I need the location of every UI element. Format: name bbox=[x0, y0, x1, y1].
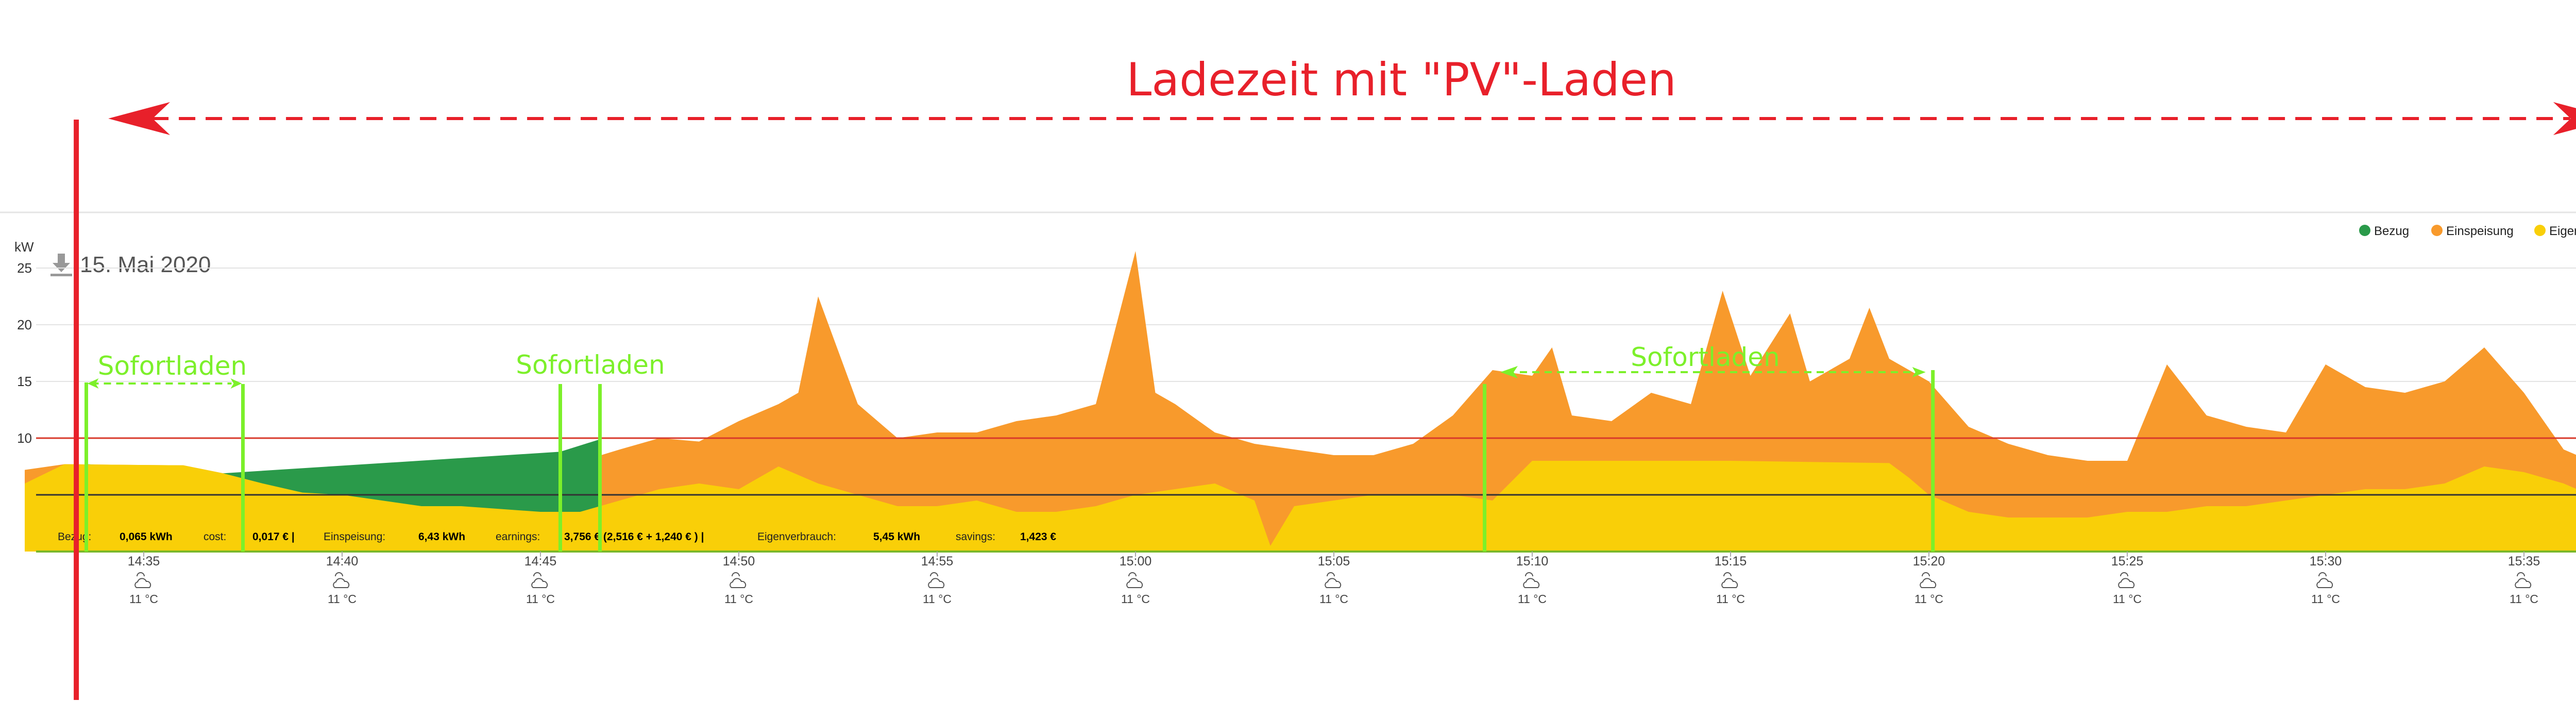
x-tick-label: 14:45 bbox=[524, 554, 557, 569]
summary-cost-value: 0,017 € | bbox=[252, 531, 295, 543]
plot-area bbox=[25, 251, 2576, 552]
weather-temperature: 11 °C bbox=[1319, 592, 1348, 606]
weather-temperature: 11 °C bbox=[1518, 592, 1547, 606]
legend-swatch-einspeisung bbox=[2431, 225, 2443, 236]
weather-temperature: 11 °C bbox=[1121, 592, 1150, 606]
weather-temperature: 11 °C bbox=[2311, 592, 2340, 606]
sofortladen-1-arrow-right bbox=[230, 378, 242, 389]
partly-cloudy-icon bbox=[2118, 572, 2135, 588]
pv-charge-arrow-left bbox=[108, 102, 171, 135]
partly-cloudy-icon bbox=[531, 572, 548, 588]
partly-cloudy-icon bbox=[730, 572, 747, 588]
legend-item-eigenverbrauch[interactable]: Eigenverbrauch bbox=[2534, 224, 2576, 238]
summary-savings-value: 1,423 € bbox=[1020, 531, 1056, 543]
legend-item-bezug[interactable]: Bezug bbox=[2359, 224, 2409, 238]
legend-item-einspeisung[interactable]: Einspeisung bbox=[2431, 224, 2514, 238]
summary-earnings-value: 3,756 € (2,516 € + 1,240 € ) | bbox=[564, 531, 704, 543]
summary-bezug-value: 0,065 kWh bbox=[120, 531, 173, 543]
x-tick-label: 14:55 bbox=[921, 554, 954, 569]
weather-temperature: 11 °C bbox=[129, 592, 158, 606]
partly-cloudy-icon bbox=[1523, 572, 1540, 588]
pv-charging-title: Ladezeit mit "PV"-Laden bbox=[1126, 53, 1676, 106]
legend-swatch-bezug bbox=[2359, 225, 2370, 236]
partly-cloudy-icon bbox=[928, 572, 945, 588]
weather-temperature: 11 °C bbox=[328, 592, 357, 606]
x-tick-label: 15:20 bbox=[1913, 554, 1945, 569]
chart-legend: Bezug Einspeisung Eigenverbrauch bbox=[2359, 224, 2576, 238]
charging-annotations: Sofortladen Sofortladen Sofortladen bbox=[74, 102, 2576, 700]
download-icon[interactable] bbox=[46, 253, 77, 277]
summary-einspeisung-label: Einspeisung: bbox=[324, 531, 385, 543]
sofortladen-3-arrow-left bbox=[1500, 366, 1518, 378]
summary-eigenverbrauch-value: 5,45 kWh bbox=[873, 531, 920, 543]
summary-cost-label: cost: bbox=[204, 531, 226, 543]
legend-swatch-eigenverbrauch bbox=[2534, 225, 2546, 236]
summary-earnings-label: earnings: bbox=[496, 531, 540, 543]
y-tick-label: 20 bbox=[17, 317, 32, 332]
sofortladen-1-arrow-left bbox=[87, 378, 99, 389]
y-axis: 510152025 bbox=[17, 260, 32, 503]
summary-einspeisung-value: 6,43 kWh bbox=[418, 531, 465, 543]
x-axis: 14:35 11 °C 14:40 11 °C 14:45 11 °C 14:50 11 °C… bbox=[128, 552, 2540, 606]
sofortladen-3-arrow-right bbox=[1912, 367, 1926, 377]
y-tick-label: 15 bbox=[17, 374, 32, 389]
weather-temperature: 11 °C bbox=[2113, 592, 2142, 606]
summary-eigenverbrauch-label: Eigenverbrauch: bbox=[757, 531, 836, 543]
partly-cloudy-icon bbox=[134, 572, 151, 588]
x-tick-label: 14:50 bbox=[723, 554, 755, 569]
partly-cloudy-icon bbox=[1920, 572, 1937, 588]
partly-cloudy-icon bbox=[1126, 572, 1143, 588]
chart-date-title: 15. Mai 2020 bbox=[80, 252, 211, 277]
partly-cloudy-icon bbox=[1721, 572, 1738, 588]
partly-cloudy-icon bbox=[1325, 572, 1342, 588]
sofortladen-1-label: Sofortladen bbox=[98, 351, 247, 381]
y-tick-label: 25 bbox=[17, 260, 32, 276]
partly-cloudy-icon bbox=[2316, 572, 2333, 588]
partly-cloudy-icon bbox=[333, 572, 350, 588]
x-tick-label: 15:30 bbox=[2310, 554, 2342, 569]
partly-cloudy-icon bbox=[2515, 572, 2532, 588]
legend-label-bezug: Bezug bbox=[2374, 224, 2409, 238]
x-tick-label: 15:10 bbox=[1516, 554, 1549, 569]
area-series-eigenverbrauch bbox=[25, 461, 2576, 552]
y-axis-unit: kW bbox=[14, 239, 34, 255]
pv-charge-arrow-right bbox=[2553, 102, 2576, 135]
x-tick-label: 15:00 bbox=[1120, 554, 1152, 569]
area-series-einspeisung bbox=[25, 251, 2576, 552]
weather-temperature: 11 °C bbox=[923, 592, 952, 606]
x-tick-label: 15:35 bbox=[2508, 554, 2540, 569]
sofortladen-2-label: Sofortladen bbox=[516, 350, 665, 380]
legend-label-eigenverbrauch: Eigenverbrauch bbox=[2549, 224, 2576, 238]
sofortladen-3-label: Sofortladen bbox=[1631, 342, 1780, 372]
x-tick-label: 15:25 bbox=[2111, 554, 2144, 569]
x-tick-label: 15:15 bbox=[1715, 554, 1747, 569]
x-tick-label: 14:35 bbox=[128, 554, 160, 569]
weather-temperature: 11 °C bbox=[2510, 592, 2538, 606]
summary-savings-label: savings: bbox=[956, 531, 995, 543]
x-tick-label: 14:40 bbox=[326, 554, 359, 569]
reference-lines: max⌀min bbox=[36, 437, 2576, 553]
x-tick-label: 15:05 bbox=[1318, 554, 1350, 569]
weather-temperature: 11 °C bbox=[1716, 592, 1745, 606]
weather-temperature: 11 °C bbox=[724, 592, 753, 606]
legend-label-einspeisung: Einspeisung bbox=[2446, 224, 2514, 238]
weather-temperature: 11 °C bbox=[526, 592, 555, 606]
weather-temperature: 11 °C bbox=[1914, 592, 1943, 606]
y-tick-label: 10 bbox=[17, 430, 32, 446]
